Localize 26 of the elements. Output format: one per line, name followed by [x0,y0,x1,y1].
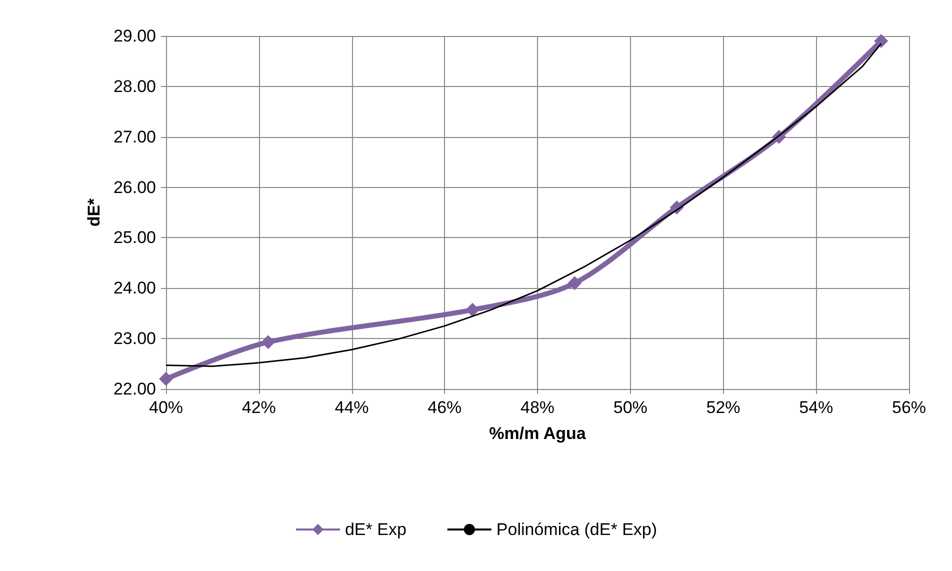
x-tick-label: 44% [334,398,369,417]
x-tick-label: 52% [706,398,740,417]
legend-label: dE* Exp [344,520,406,539]
y-axis-title: dE* [84,198,104,227]
x-tick-label: 48% [520,398,555,417]
x-tick-label: 50% [613,398,648,417]
point [465,302,480,317]
point [159,372,173,386]
y-tick-label: 27.00 [113,127,156,146]
y-tick-label: 24.00 [113,278,156,298]
x-tick-label: 42% [242,398,276,417]
y-tick-label: 23.00 [113,329,156,348]
x-tick-label: 46% [428,398,462,417]
x-tick-label: 56% [892,398,926,417]
y-tick-label: 26.00 [113,178,156,197]
x-tick-label: 54% [799,398,834,417]
y-tick-label: 25.00 [113,228,156,248]
y-tick-label: 22.00 [113,380,156,398]
x-axis-title: %m/m Agua [489,424,586,443]
point [568,276,582,290]
legend-label: Polinómica (dE* Exp) [496,520,658,539]
point [261,335,276,350]
x-tick-label: 40% [148,398,184,417]
y-tick-label: 28.00 [113,76,156,96]
point [874,34,888,48]
y-tick-label: 29.00 [113,26,156,46]
